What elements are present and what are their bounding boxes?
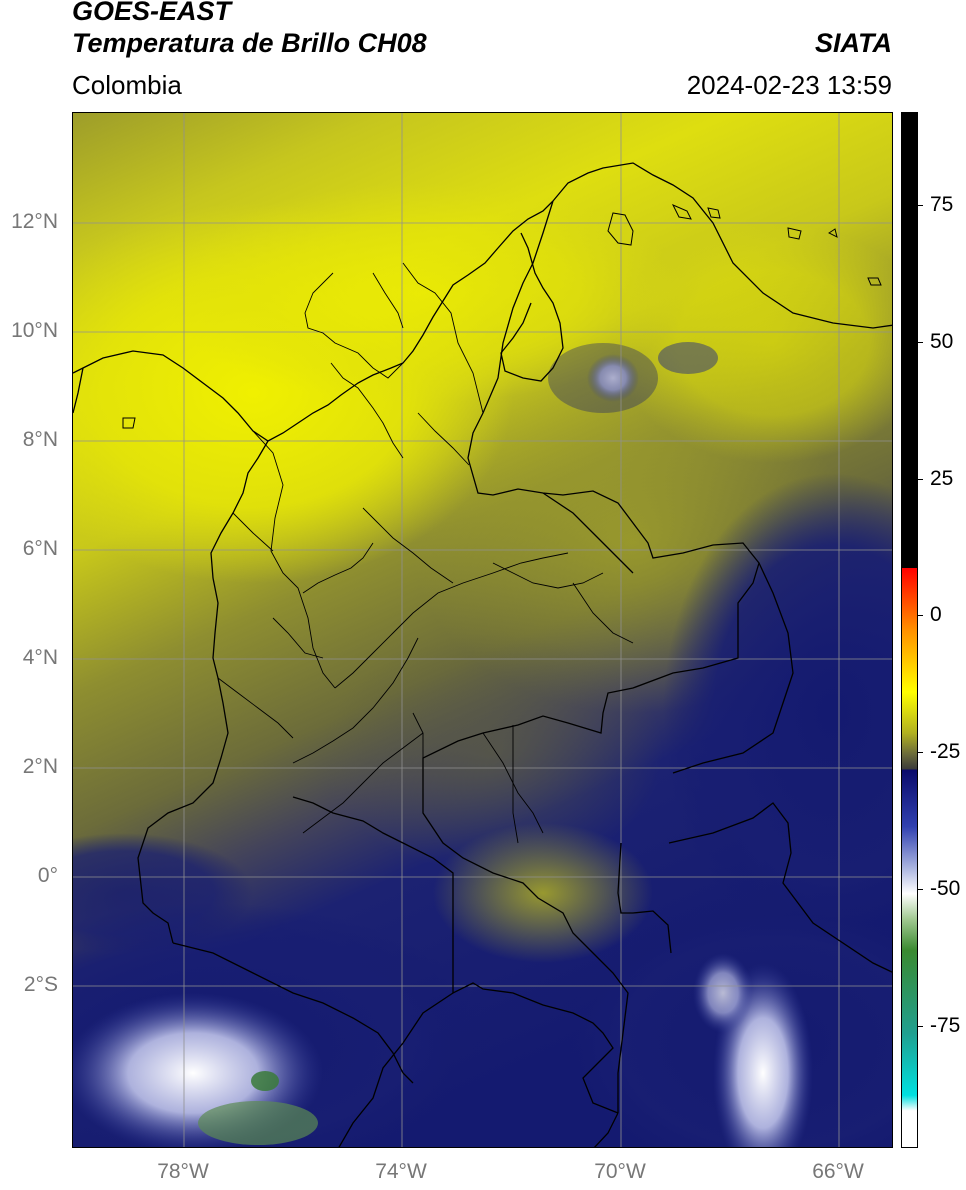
lat-label-10n: 10°N	[11, 319, 58, 342]
warm-region-caribbean	[163, 183, 683, 403]
colorbar-label-50: 50	[930, 330, 954, 353]
cold-region-west	[73, 833, 253, 953]
coldest-tops-southwest	[198, 1101, 318, 1145]
dark-band-andes	[323, 633, 663, 873]
lat-label-12n: 12°N	[11, 210, 58, 233]
convective-anvil-maracaibo	[548, 343, 658, 413]
lat-label-2n: 2°N	[22, 755, 58, 778]
lon-label-74w: 74°W	[375, 1160, 427, 1183]
title-satellite: GOES-EAST	[72, 0, 232, 26]
lon-label-78w: 78°W	[157, 1160, 209, 1183]
graticule	[73, 113, 892, 1147]
lat-label-0: 0°	[37, 864, 58, 887]
department-boundaries	[217, 262, 634, 844]
colorbar-tick	[918, 1026, 923, 1027]
colorbar-tick	[918, 615, 923, 616]
map-panel	[72, 112, 893, 1148]
lat-label-4n: 4°N	[22, 646, 58, 669]
region-label: Colombia	[72, 70, 182, 100]
lon-label-70w: 70°W	[594, 1160, 646, 1183]
colorbar-label-75: 75	[930, 193, 954, 216]
colorbar-tick	[918, 889, 923, 890]
lat-label-8n: 8°N	[22, 428, 58, 451]
colorbar-label-minus50: -50	[930, 877, 961, 900]
lon-label-66w: 66°W	[812, 1160, 864, 1183]
lat-label-6n: 6°N	[22, 537, 58, 560]
colorbar-label-minus75: -75	[930, 1014, 961, 1037]
title-product: Temperatura de Brillo CH08	[72, 28, 427, 58]
convective-patch-venezuela	[658, 342, 718, 374]
islands	[122, 204, 882, 429]
colorbar-tick	[918, 479, 923, 480]
colorbar-label-25: 25	[930, 467, 954, 490]
country-borders	[73, 162, 892, 1147]
colorbar-tick	[918, 205, 923, 206]
cold-region-east	[663, 473, 892, 953]
coldest-core-southwest	[251, 1071, 279, 1091]
colorbar-tick	[918, 342, 923, 343]
timestamp: 2024-02-23 13:59	[686, 70, 892, 100]
convective-cell-maracaibo	[587, 354, 639, 402]
colorbar-label-minus25: -25	[930, 740, 961, 763]
organization-label: SIATA	[815, 28, 892, 58]
colorbar	[901, 112, 918, 1148]
lat-label-2s: 2°S	[23, 973, 58, 996]
colorbar-label-0: 0	[930, 603, 942, 626]
colorbar-tick	[918, 752, 923, 753]
olive-patch-amazon	[433, 823, 653, 963]
convection-southeast-north	[693, 953, 753, 1033]
brightness-temperature-map	[73, 113, 892, 1147]
